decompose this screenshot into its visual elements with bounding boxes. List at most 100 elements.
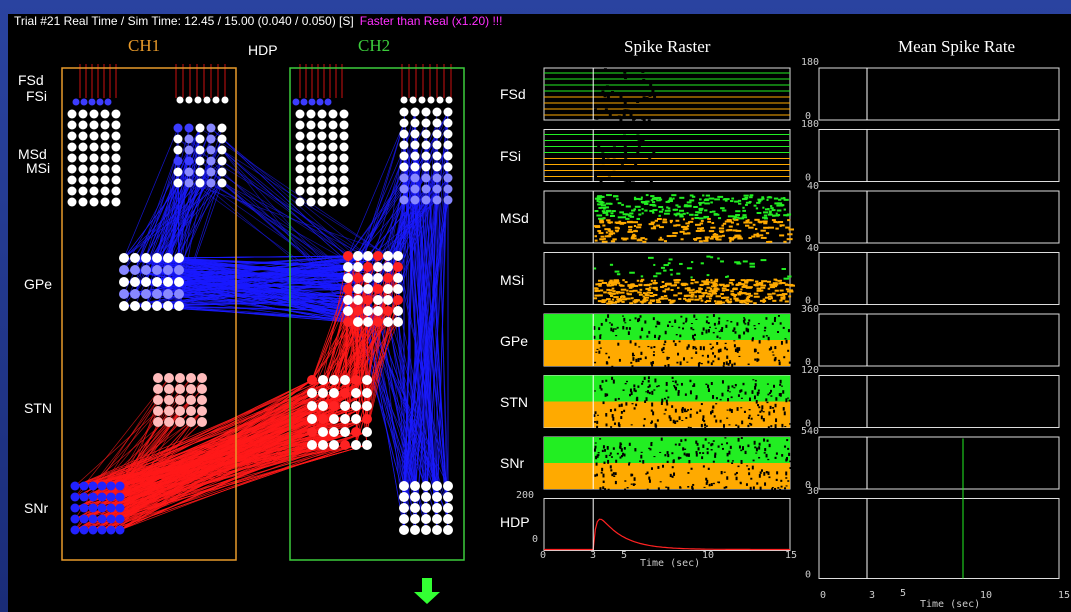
raster-spike	[668, 299, 672, 302]
raster-spike	[679, 262, 683, 265]
raster-gap	[713, 322, 716, 326]
raster-spike	[637, 223, 642, 226]
raster-spike	[736, 262, 742, 265]
raster-gap	[603, 153, 607, 156]
raster-gap	[721, 380, 724, 384]
raster-spike	[710, 281, 716, 284]
raster-gap	[748, 422, 751, 425]
raster-spike	[669, 197, 672, 200]
raster-gap	[595, 462, 598, 466]
raster-gap	[754, 385, 757, 390]
raster-gap	[759, 471, 762, 474]
raster-spike	[679, 215, 684, 218]
raster-gap	[695, 351, 698, 354]
msn-neuron	[306, 197, 316, 207]
raster-gap	[682, 327, 685, 330]
raster-gap	[623, 409, 626, 413]
raster-gap	[645, 397, 648, 401]
raster-gap	[648, 476, 651, 480]
raster-spike	[728, 225, 733, 228]
raster-spike	[663, 297, 669, 300]
raster-gap	[695, 440, 698, 444]
raster-gap	[648, 479, 651, 483]
raster-spike	[729, 298, 732, 301]
raster-gap	[621, 73, 625, 76]
msn-neuron	[306, 120, 316, 130]
raster-gap	[651, 390, 654, 395]
fsd-neuron	[436, 96, 444, 104]
connection-line	[387, 177, 416, 290]
raster-gap	[648, 94, 652, 97]
msn-neuron	[295, 131, 305, 141]
fsd-neuron	[96, 98, 104, 106]
msn-neuron	[195, 123, 205, 133]
raster-spike	[762, 220, 768, 223]
raster-spike	[655, 288, 659, 291]
raster-spike	[675, 279, 681, 282]
raster-gap	[623, 453, 626, 457]
raster-spike	[660, 295, 664, 298]
raster-spike	[606, 219, 611, 222]
raster-gap	[642, 460, 645, 464]
gpe-neuron	[130, 253, 140, 263]
raster-spike	[702, 194, 705, 197]
raster-spike	[701, 280, 708, 283]
raster-spike	[690, 282, 694, 285]
gpe-neuron	[363, 273, 373, 283]
raster-gap	[718, 317, 721, 320]
msn-neuron	[317, 153, 327, 163]
raster-gap	[685, 317, 688, 322]
raster-spike	[593, 297, 598, 300]
raster-spike	[628, 225, 633, 228]
raster-spike	[677, 286, 680, 289]
gpe-neuron	[343, 262, 353, 272]
msn-neuron	[317, 131, 327, 141]
raster-gap	[685, 417, 688, 419]
rate-xlabel: Time (sec)	[920, 599, 981, 610]
raster-spike	[644, 202, 649, 205]
raster-gap	[659, 451, 662, 453]
raster-spike	[770, 205, 773, 208]
raster-gap	[651, 402, 654, 407]
raster-spike	[676, 212, 681, 215]
raster-gap	[717, 445, 720, 448]
raster-gap	[738, 445, 741, 449]
raster-spike	[634, 229, 637, 232]
raster-gap	[734, 331, 737, 334]
raster-gap	[674, 343, 677, 347]
raster-xlabel: Time (sec)	[640, 558, 701, 569]
raster-spike	[742, 284, 748, 287]
raster-spike	[729, 240, 732, 243]
raster-spike	[727, 215, 734, 218]
raster-spike	[771, 292, 776, 295]
raster-spike	[670, 289, 674, 292]
raster-spike	[710, 256, 714, 259]
raster-spike	[687, 289, 693, 292]
raster-gap	[710, 443, 713, 447]
raster-gap	[629, 340, 632, 344]
raster-spike	[646, 291, 651, 294]
raster-spike	[690, 279, 696, 282]
msn-neuron	[89, 197, 99, 207]
raster-gap	[643, 418, 646, 421]
msn-neuron	[317, 164, 327, 174]
raster-gap	[610, 327, 613, 332]
raster-gap	[597, 145, 601, 148]
raster-spike	[658, 210, 664, 213]
snr-neuron	[106, 503, 116, 513]
msn-neuron	[432, 173, 442, 183]
raster-gap	[773, 409, 776, 413]
raster-gap	[763, 472, 766, 476]
raster-spike	[771, 219, 776, 222]
raster-gap	[674, 380, 677, 384]
raster-gap	[613, 475, 616, 477]
stn-neuron	[318, 375, 328, 385]
raster-gap	[789, 467, 792, 470]
fsd-neuron	[72, 98, 80, 106]
raster-spike	[686, 294, 692, 297]
stn-neuron	[340, 401, 350, 411]
raster-spike	[610, 281, 616, 284]
raster-spike	[698, 201, 703, 204]
msn-neuron	[78, 175, 88, 185]
raster-spike	[783, 282, 786, 285]
